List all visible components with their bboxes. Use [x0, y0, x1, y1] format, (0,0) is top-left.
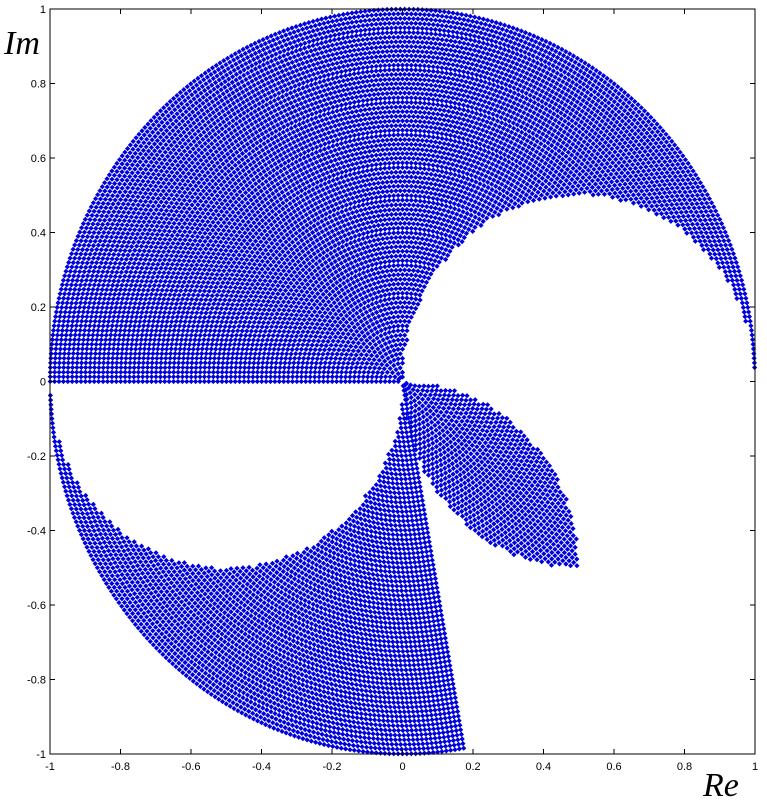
- x-tick-label: 0.8: [677, 761, 692, 773]
- x-tick-label: 0.6: [606, 761, 621, 773]
- x-axis-ticks: -1 -0.8 -0.6 -0.4 -0.2 0 0.2 0.4 0.6 0.8 1: [45, 9, 758, 773]
- x-tick-label: 1: [752, 761, 758, 773]
- x-tick-label: -1: [45, 761, 55, 773]
- y-tick-label: 0: [40, 377, 46, 389]
- x-tick-label: 0: [399, 761, 405, 773]
- x-axis-label: Re: [702, 767, 739, 804]
- y-tick-label: -0.4: [27, 526, 46, 538]
- x-tick-label: 0.4: [536, 761, 551, 773]
- x-tick-label: -0.4: [252, 761, 271, 773]
- y-tick-label: 0.4: [31, 228, 46, 240]
- y-tick-label: 0.2: [31, 302, 46, 314]
- y-axis-ticks: -1 -0.8 -0.6 -0.4 -0.2 0 0.2 0.4 0.6 0.8 1: [27, 4, 755, 761]
- y-tick-label: -0.2: [27, 451, 46, 463]
- data-points: [47, 6, 758, 757]
- y-tick-label: -0.8: [27, 675, 46, 687]
- y-axis-label: Im: [3, 25, 40, 62]
- diamond-markers: [47, 6, 758, 757]
- x-tick-label: -0.2: [323, 761, 342, 773]
- y-tick-label: -1: [36, 749, 46, 761]
- y-tick-label: 1: [40, 4, 46, 16]
- y-tick-label: 0.8: [31, 79, 46, 91]
- x-tick-label: -0.6: [182, 761, 201, 773]
- y-tick-label: -0.6: [27, 600, 46, 612]
- x-tick-label: -0.8: [111, 761, 130, 773]
- y-tick-label: 0.6: [31, 153, 46, 165]
- x-tick-label: 0.2: [465, 761, 480, 773]
